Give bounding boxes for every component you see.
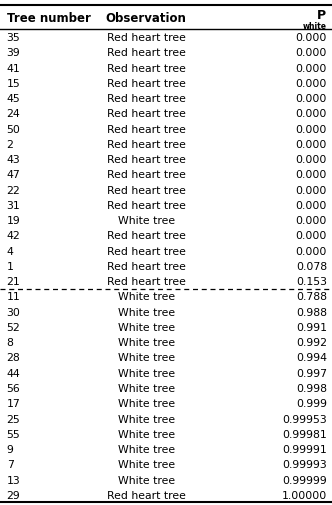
Text: 28: 28: [7, 353, 20, 363]
Text: 0.988: 0.988: [296, 307, 327, 317]
Text: Red heart tree: Red heart tree: [107, 48, 186, 58]
Text: White tree: White tree: [118, 353, 175, 363]
Text: Red heart tree: Red heart tree: [107, 490, 186, 500]
Text: 43: 43: [7, 155, 20, 165]
Text: Red heart tree: Red heart tree: [107, 79, 186, 88]
Text: Red heart tree: Red heart tree: [107, 155, 186, 165]
Text: 0.994: 0.994: [296, 353, 327, 363]
Text: 0.99993: 0.99993: [282, 460, 327, 469]
Text: 0.99981: 0.99981: [282, 429, 327, 439]
Text: 35: 35: [7, 33, 20, 43]
Text: 0.991: 0.991: [296, 322, 327, 332]
Text: 45: 45: [7, 94, 20, 104]
Text: 0.000: 0.000: [295, 48, 327, 58]
Text: White tree: White tree: [118, 414, 175, 424]
Text: 0.000: 0.000: [295, 33, 327, 43]
Text: 0.997: 0.997: [296, 368, 327, 378]
Text: 0.078: 0.078: [296, 262, 327, 271]
Text: 0.000: 0.000: [295, 139, 327, 149]
Text: 41: 41: [7, 64, 20, 73]
Text: 0.000: 0.000: [295, 109, 327, 119]
Text: 1: 1: [7, 262, 14, 271]
Text: 8: 8: [7, 337, 14, 347]
Text: 0.000: 0.000: [295, 246, 327, 256]
Text: 47: 47: [7, 170, 20, 180]
Text: 13: 13: [7, 475, 20, 485]
Text: 0.999: 0.999: [296, 398, 327, 409]
Text: 0.000: 0.000: [295, 200, 327, 211]
Text: 25: 25: [7, 414, 20, 424]
Text: 0.99953: 0.99953: [282, 414, 327, 424]
Text: 0.000: 0.000: [295, 79, 327, 88]
Text: 0.99999: 0.99999: [282, 475, 327, 485]
Text: 0.000: 0.000: [295, 231, 327, 241]
Text: 0.153: 0.153: [296, 277, 327, 287]
Text: 0.000: 0.000: [295, 216, 327, 226]
Text: Red heart tree: Red heart tree: [107, 246, 186, 256]
Text: 0.99991: 0.99991: [282, 444, 327, 454]
Text: White tree: White tree: [118, 383, 175, 393]
Text: 19: 19: [7, 216, 20, 226]
Text: Red heart tree: Red heart tree: [107, 277, 186, 287]
Text: 17: 17: [7, 398, 20, 409]
Text: 50: 50: [7, 124, 21, 134]
Text: White tree: White tree: [118, 337, 175, 347]
Text: 55: 55: [7, 429, 20, 439]
Text: 39: 39: [7, 48, 20, 58]
Text: Red heart tree: Red heart tree: [107, 185, 186, 195]
Text: Red heart tree: Red heart tree: [107, 231, 186, 241]
Text: 52: 52: [7, 322, 20, 332]
Text: 0.000: 0.000: [295, 155, 327, 165]
Text: 0.000: 0.000: [295, 94, 327, 104]
Text: 0.000: 0.000: [295, 170, 327, 180]
Text: White tree: White tree: [118, 216, 175, 226]
Text: 15: 15: [7, 79, 20, 88]
Text: Red heart tree: Red heart tree: [107, 33, 186, 43]
Text: White tree: White tree: [118, 444, 175, 454]
Text: 44: 44: [7, 368, 20, 378]
Text: 2: 2: [7, 139, 14, 149]
Text: 0.998: 0.998: [296, 383, 327, 393]
Text: White tree: White tree: [118, 475, 175, 485]
Text: 21: 21: [7, 277, 20, 287]
Text: 7: 7: [7, 460, 14, 469]
Text: Observation: Observation: [106, 12, 187, 25]
Text: White tree: White tree: [118, 429, 175, 439]
Text: Tree number: Tree number: [7, 12, 91, 25]
Text: Red heart tree: Red heart tree: [107, 64, 186, 73]
Text: 29: 29: [7, 490, 20, 500]
Text: White tree: White tree: [118, 398, 175, 409]
Text: White tree: White tree: [118, 368, 175, 378]
Text: Red heart tree: Red heart tree: [107, 94, 186, 104]
Text: white: white: [303, 22, 327, 31]
Text: 42: 42: [7, 231, 20, 241]
Text: 24: 24: [7, 109, 20, 119]
Text: Red heart tree: Red heart tree: [107, 124, 186, 134]
Text: White tree: White tree: [118, 460, 175, 469]
Text: Red heart tree: Red heart tree: [107, 170, 186, 180]
Text: 56: 56: [7, 383, 20, 393]
Text: Red heart tree: Red heart tree: [107, 139, 186, 149]
Text: 1.00000: 1.00000: [282, 490, 327, 500]
Text: 11: 11: [7, 292, 20, 302]
Text: Red heart tree: Red heart tree: [107, 109, 186, 119]
Text: Red heart tree: Red heart tree: [107, 262, 186, 271]
Text: 9: 9: [7, 444, 14, 454]
Text: 0.992: 0.992: [296, 337, 327, 347]
Text: 0.000: 0.000: [295, 185, 327, 195]
Text: 0.000: 0.000: [295, 64, 327, 73]
Text: 4: 4: [7, 246, 14, 256]
Text: 30: 30: [7, 307, 21, 317]
Text: Red heart tree: Red heart tree: [107, 200, 186, 211]
Text: White tree: White tree: [118, 307, 175, 317]
Text: 0.000: 0.000: [295, 124, 327, 134]
Text: White tree: White tree: [118, 292, 175, 302]
Text: 22: 22: [7, 185, 20, 195]
Text: White tree: White tree: [118, 322, 175, 332]
Text: 0.788: 0.788: [296, 292, 327, 302]
Text: 31: 31: [7, 200, 20, 211]
Text: $\mathbf{P}$: $\mathbf{P}$: [316, 9, 327, 22]
